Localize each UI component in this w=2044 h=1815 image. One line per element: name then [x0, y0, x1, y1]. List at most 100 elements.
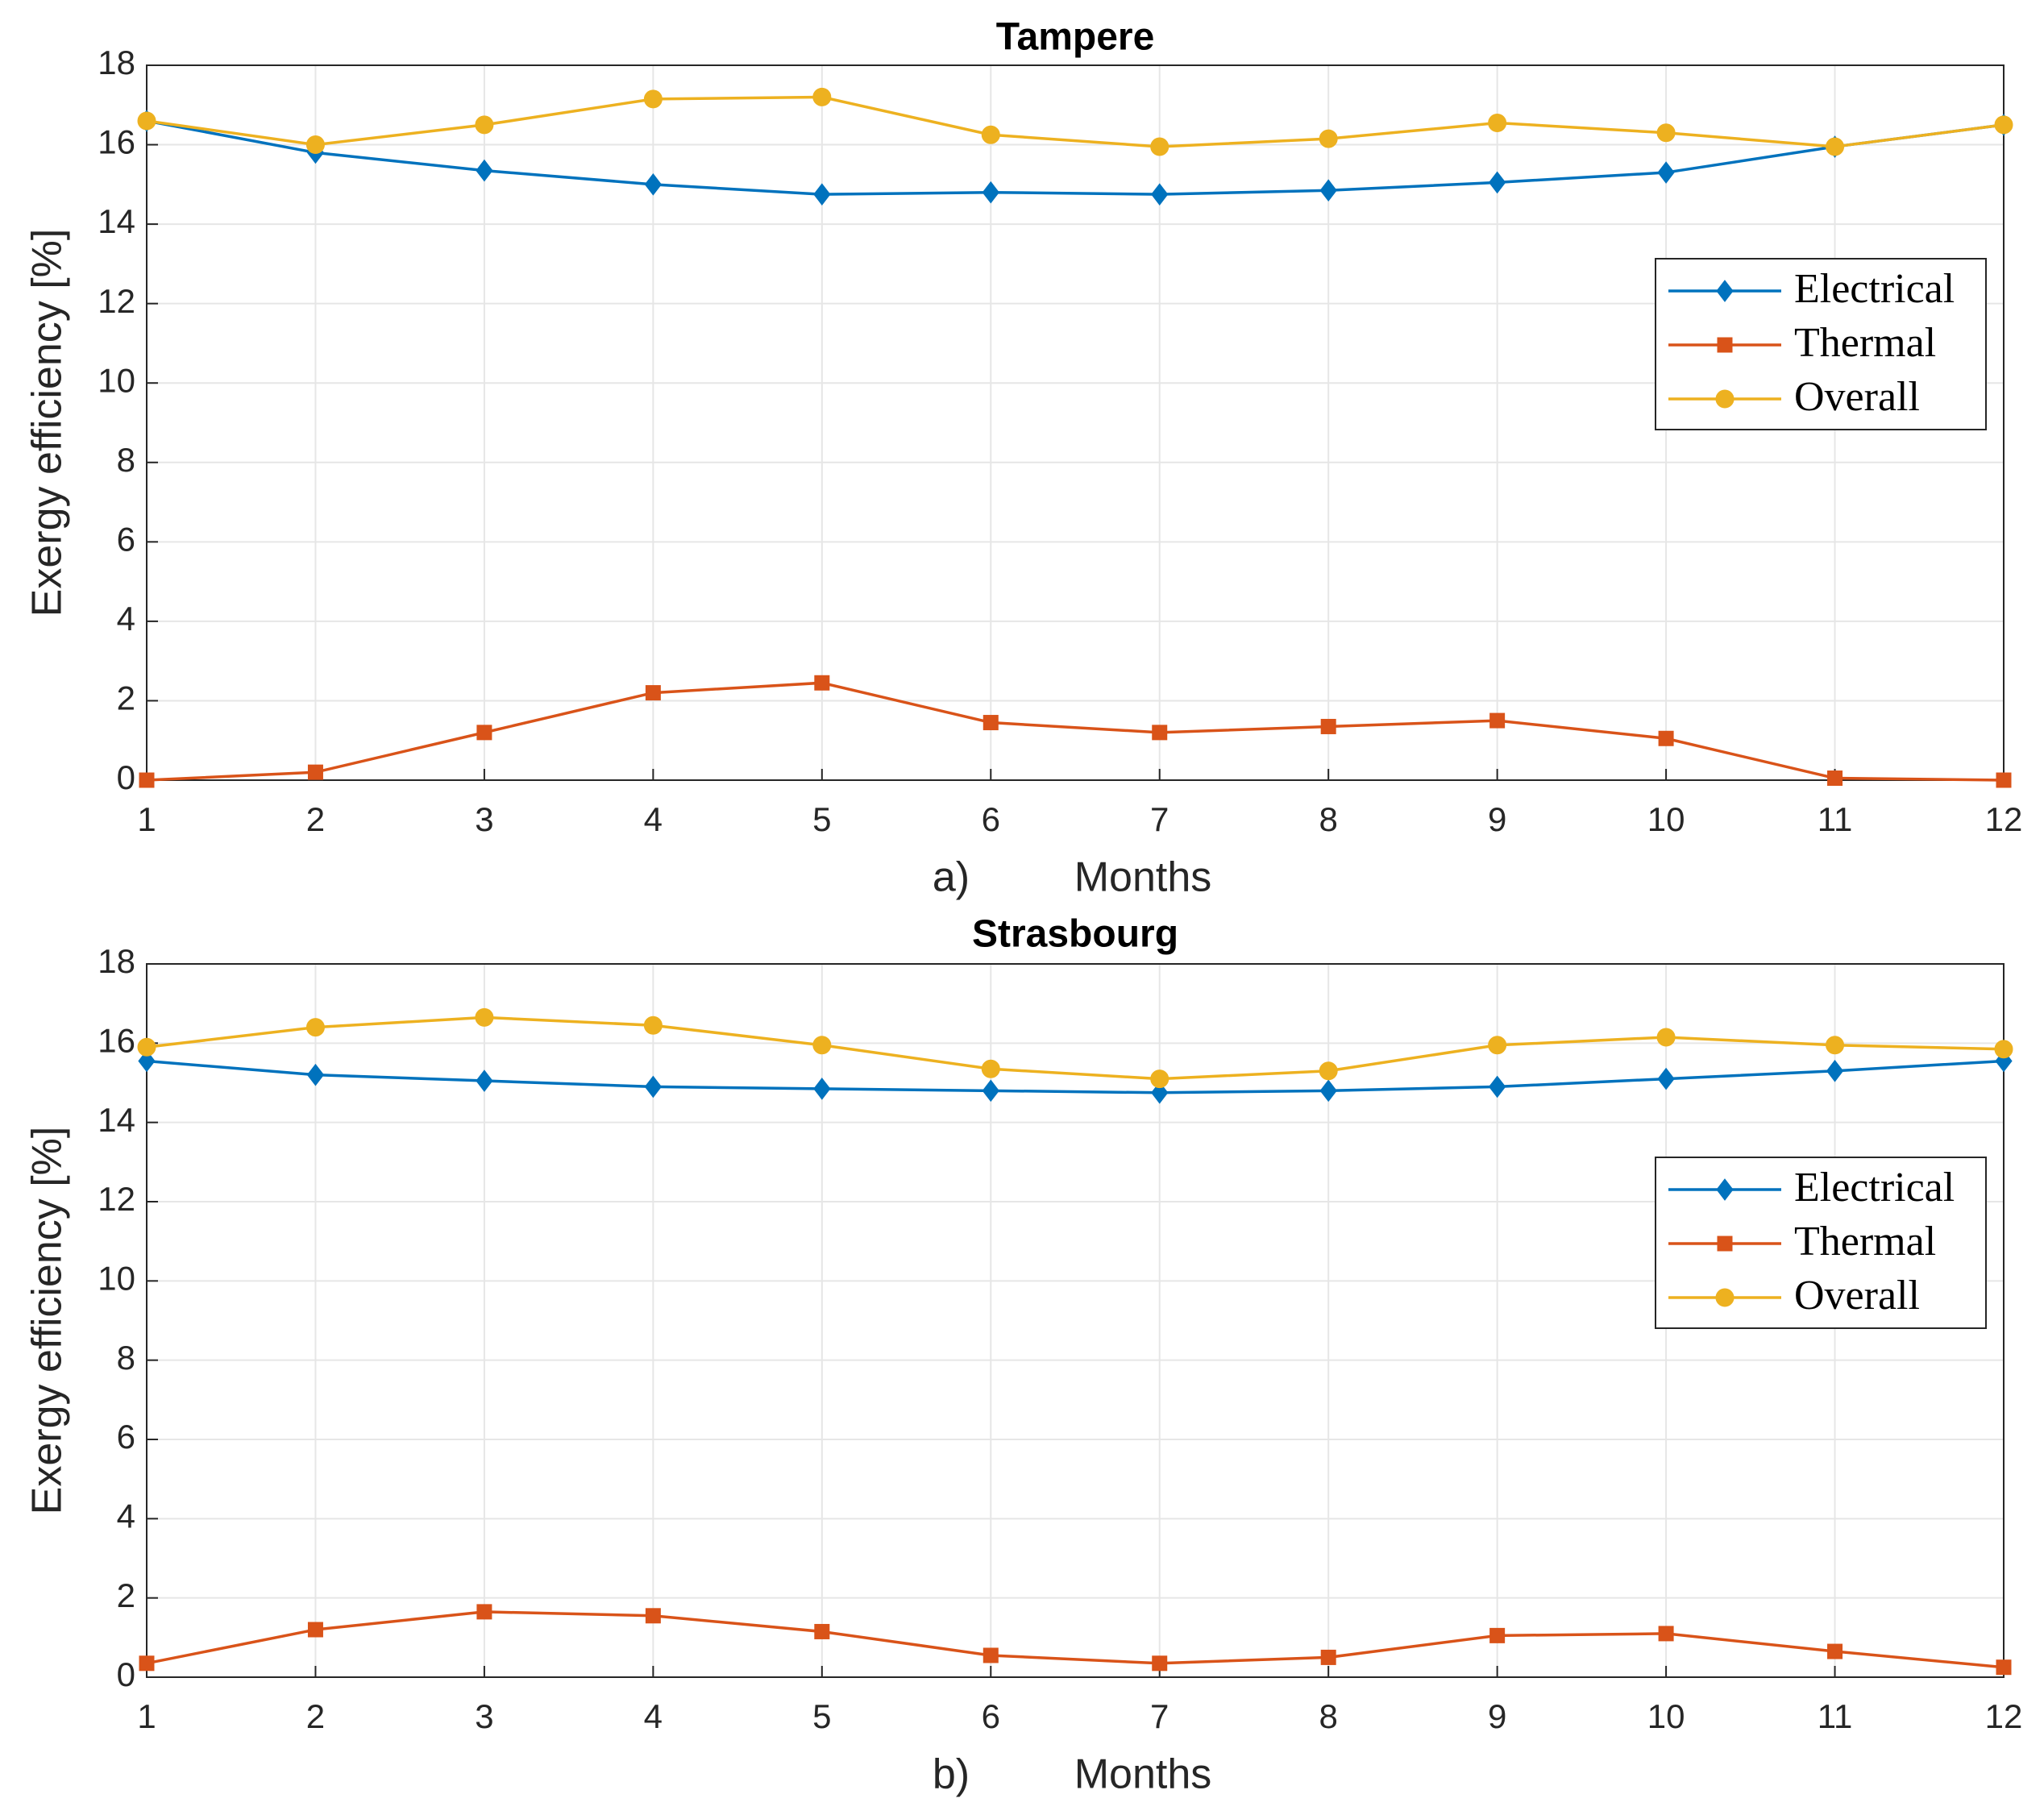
marker — [983, 1647, 999, 1663]
marker — [1151, 183, 1169, 206]
marker — [1320, 718, 1336, 734]
x-tick-label: 1 — [137, 800, 156, 838]
series-line — [146, 119, 2005, 196]
axes-frame — [146, 64, 2005, 781]
legend-label: Overall — [1794, 1273, 1920, 1319]
series-line — [146, 681, 2005, 782]
x-tick-label: 9 — [1488, 1697, 1506, 1735]
x-tick-label: 8 — [1319, 1697, 1338, 1735]
marker — [645, 685, 661, 701]
series-line — [146, 1015, 2005, 1081]
marker — [307, 1622, 323, 1638]
x-tick-label: 8 — [1319, 800, 1338, 838]
x-tick-label: 2 — [306, 800, 325, 838]
marker — [1152, 725, 1168, 741]
marker — [1656, 123, 1676, 143]
marker — [305, 135, 325, 155]
x-tick-label: 4 — [644, 1697, 663, 1735]
y-tick-label: 18 — [98, 44, 135, 81]
marker — [1715, 1288, 1734, 1307]
marker — [1319, 179, 1337, 202]
marker — [982, 181, 999, 204]
x-tick-label: 3 — [475, 1697, 493, 1735]
marker — [1488, 113, 1507, 132]
x-tick-label: 9 — [1488, 800, 1506, 838]
y-tick-label: 14 — [98, 1101, 135, 1139]
marker — [138, 1049, 156, 1073]
marker — [981, 1059, 1000, 1078]
marker — [1151, 1081, 1169, 1104]
legend-label: Overall — [1794, 374, 1920, 420]
marker — [1826, 137, 1845, 156]
marker — [644, 173, 662, 196]
marker — [981, 125, 1000, 144]
panel-label: b) — [933, 1751, 970, 1798]
x-tick-label: 4 — [644, 800, 663, 838]
marker — [476, 1069, 493, 1092]
marker — [1319, 1061, 1338, 1081]
y-tick-label: 12 — [98, 1180, 135, 1218]
x-tick-label: 10 — [1647, 800, 1685, 838]
x-tick-label: 10 — [1647, 1697, 1685, 1735]
x-tick-label: 6 — [982, 800, 1000, 838]
marker — [1826, 1059, 1844, 1082]
x-tick-label: 2 — [306, 1697, 325, 1735]
x-tick-label: 1 — [137, 1697, 156, 1735]
marker — [139, 1655, 155, 1672]
x-tick-label: 7 — [1150, 800, 1169, 838]
marker — [137, 1037, 156, 1057]
y-tick-label: 2 — [117, 1576, 135, 1614]
marker — [1716, 1178, 1734, 1201]
marker — [812, 87, 832, 106]
y-axis-label: Exergy efficiency [%] — [24, 229, 71, 617]
x-tick-label: 11 — [1818, 1697, 1853, 1735]
marker — [137, 111, 156, 131]
x-tick-label: 7 — [1150, 1697, 1169, 1735]
marker — [1320, 1649, 1336, 1665]
marker — [982, 1079, 999, 1103]
y-tick-label: 0 — [117, 1655, 135, 1693]
chart-title: Strasbourg — [972, 913, 1178, 956]
y-tick-label: 2 — [117, 679, 135, 717]
marker — [814, 1623, 830, 1639]
marker — [475, 1007, 494, 1027]
y-axis-label: Exergy efficiency [%] — [24, 1127, 71, 1515]
series-line — [146, 1059, 2005, 1094]
y-tick-label: 8 — [117, 1339, 135, 1377]
marker — [1657, 161, 1675, 184]
marker — [476, 159, 493, 182]
marker — [1489, 171, 1506, 194]
y-tick-label: 14 — [98, 202, 135, 240]
marker — [643, 89, 663, 109]
marker — [1489, 712, 1506, 729]
x-tick-label: 5 — [812, 1697, 831, 1735]
marker — [813, 1078, 831, 1100]
series-line — [146, 1610, 2005, 1669]
marker — [1658, 730, 1674, 746]
marker — [476, 725, 492, 741]
marker — [644, 1075, 662, 1099]
x-tick-label: 6 — [982, 1697, 1000, 1735]
marker — [1657, 1067, 1675, 1090]
y-tick-label: 4 — [117, 1497, 135, 1535]
y-tick-label: 8 — [117, 441, 135, 479]
x-tick-label: 3 — [475, 800, 493, 838]
y-tick-label: 6 — [117, 1418, 135, 1456]
marker — [306, 1063, 325, 1086]
legend-label: Thermal — [1794, 320, 1936, 366]
x-axis-label: Months — [1074, 1751, 1212, 1798]
panel-label: a) — [933, 854, 970, 901]
marker — [305, 1018, 325, 1037]
y-tick-label: 16 — [98, 1021, 135, 1059]
marker — [645, 1608, 661, 1624]
marker — [1996, 772, 2012, 788]
marker — [307, 764, 323, 780]
marker — [1827, 770, 1843, 787]
marker — [1716, 280, 1734, 302]
marker — [1994, 1040, 2013, 1059]
marker — [1488, 1036, 1507, 1055]
marker — [1715, 389, 1734, 409]
legend-label: Electrical — [1794, 266, 1955, 312]
marker — [1827, 1643, 1843, 1659]
